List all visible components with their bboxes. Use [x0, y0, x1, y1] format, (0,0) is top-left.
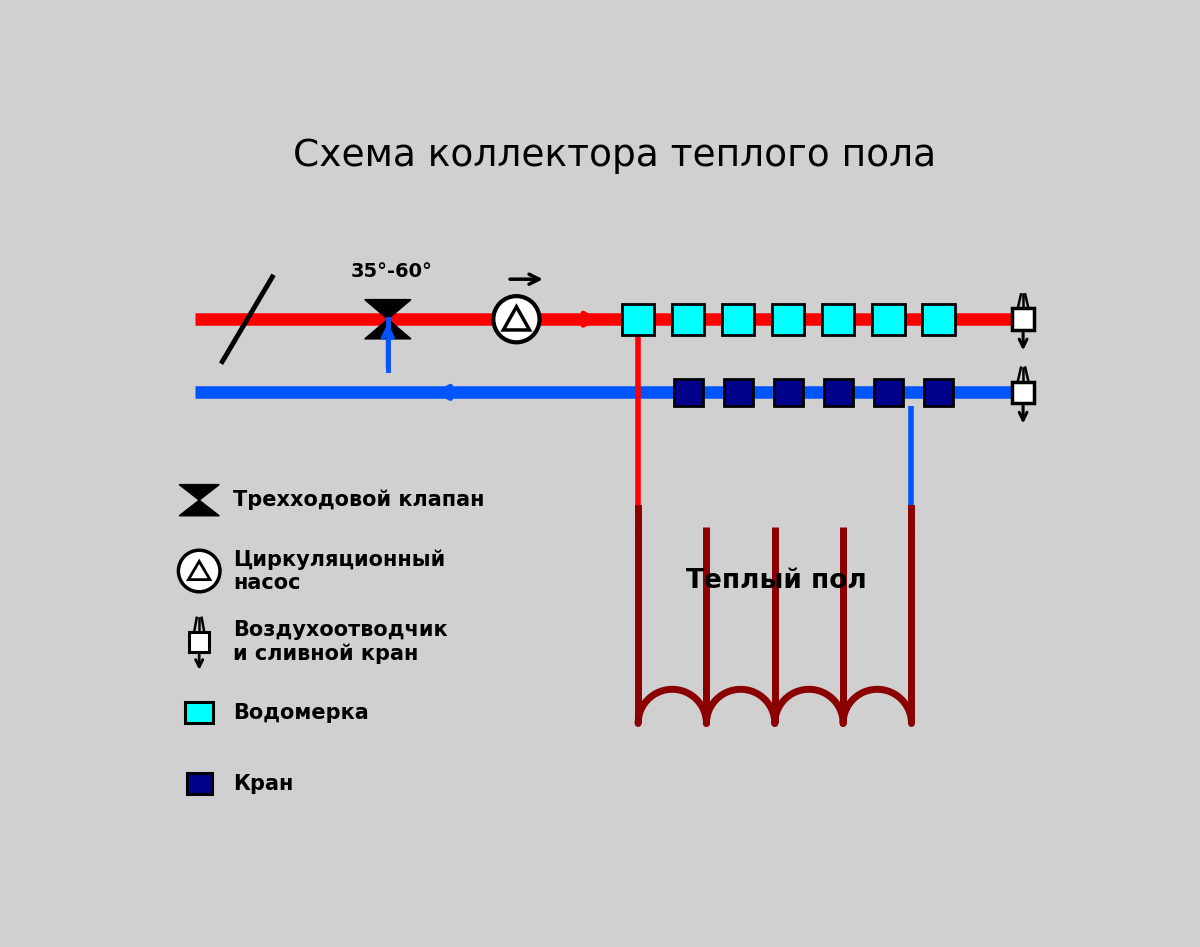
Bar [774, 379, 803, 406]
Bar [622, 304, 654, 334]
Bar [1013, 382, 1034, 403]
Bar [672, 304, 704, 334]
Circle shape [179, 550, 220, 592]
Polygon shape [365, 319, 410, 339]
Polygon shape [365, 299, 410, 319]
Text: Кран: Кран [233, 774, 294, 794]
Bar [822, 304, 854, 334]
Bar [924, 379, 953, 406]
Bar [722, 304, 755, 334]
Bar [1013, 309, 1034, 330]
Text: 35°-60°: 35°-60° [350, 261, 433, 280]
Bar [187, 773, 211, 795]
Text: Теплый пол: Теплый пол [686, 568, 868, 594]
Circle shape [493, 296, 540, 342]
Text: Схема коллектора теплого пола: Схема коллектора теплого пола [294, 138, 936, 174]
Bar [724, 379, 752, 406]
Text: Воздухоотводчик
и сливной кран: Воздухоотводчик и сливной кран [233, 620, 448, 664]
Bar [872, 304, 905, 334]
Polygon shape [179, 500, 220, 516]
Bar [772, 304, 804, 334]
Text: Трехходовой клапан: Трехходовой клапан [233, 490, 485, 510]
Text: Циркуляционный
насос: Циркуляционный насос [233, 549, 445, 593]
Bar [874, 379, 902, 406]
Polygon shape [179, 485, 220, 500]
Bar [190, 632, 209, 652]
Bar [185, 702, 214, 724]
Bar [923, 304, 954, 334]
Text: Водомерка: Водомерка [233, 703, 368, 723]
Bar [823, 379, 853, 406]
Bar [673, 379, 703, 406]
